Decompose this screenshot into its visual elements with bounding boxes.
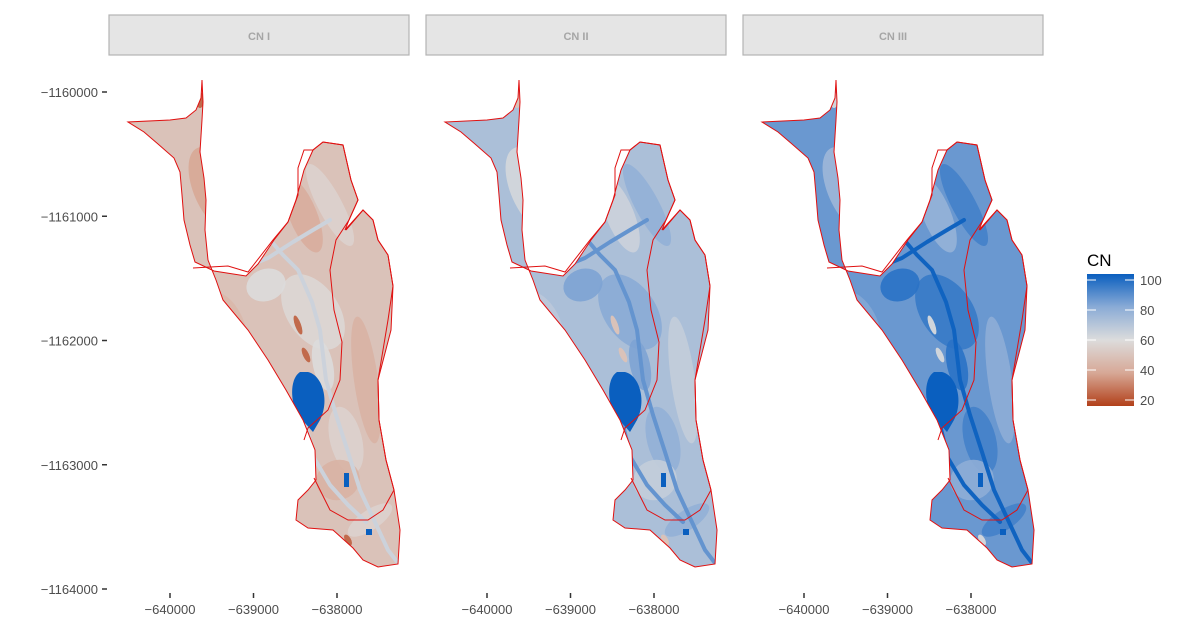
facet-strip-label: CN II: [563, 31, 588, 43]
x-tick-label: −640000: [145, 602, 196, 617]
land-cover-patch: [316, 459, 360, 501]
subcatchment-boundaries: [126, 79, 401, 568]
legend-label: 40: [1140, 363, 1154, 378]
legend-label: 60: [1140, 333, 1154, 348]
land-cover-patch: [985, 316, 1015, 444]
x-tick-label: −638000: [946, 602, 997, 617]
low-cn-spot: [661, 534, 669, 546]
land-cover-patch: [633, 459, 677, 501]
facet-strip-2: CN II: [425, 14, 727, 56]
legend-title: CN: [1087, 251, 1112, 270]
low-cn-spot: [978, 534, 986, 546]
land-cover-patch: [563, 268, 603, 302]
land-cover-patch: [880, 268, 920, 302]
y-axis: −1160000 −1161000 −1162000 −1163000 −1164000: [41, 85, 107, 597]
land-cover-patch: [305, 163, 355, 247]
pond: [1000, 529, 1006, 535]
subcatchment-boundaries: [760, 79, 1035, 568]
pond: [683, 529, 689, 535]
subcatchment-boundaries: [443, 79, 718, 568]
x-tick-label: −639000: [545, 602, 596, 617]
low-cn-spot: [610, 315, 620, 335]
land-cover-patch: [351, 316, 381, 444]
y-tick-label: −1164000: [41, 582, 98, 597]
land-cover-patch: [950, 459, 994, 501]
stream-channel: [880, 218, 966, 268]
map-panel-2: [443, 79, 718, 568]
facet-strip-1: CN I: [108, 14, 410, 56]
x-tick-label: −640000: [779, 602, 830, 617]
x-axes: −640000 −639000 −638000 −640000 −639000 −6380…: [145, 593, 997, 617]
facet-strip-label: CN III: [879, 31, 907, 43]
y-tick-label: −1160000: [41, 85, 98, 100]
land-cover-patch: [668, 316, 698, 444]
legend-label: 80: [1140, 303, 1154, 318]
low-cn-spot: [301, 347, 311, 363]
pond: [344, 473, 349, 487]
legend-ticks: 100 80 60 40 20: [1087, 273, 1162, 408]
stream-channel: [563, 218, 649, 268]
cn-legend: CN 100 80 60 40 20: [1087, 251, 1162, 408]
legend-label: 100: [1140, 273, 1162, 288]
stream-channel: [246, 218, 332, 268]
x-tick-label: −640000: [462, 602, 513, 617]
y-tick-label: −1163000: [41, 458, 98, 473]
low-cn-spot: [935, 347, 945, 363]
pond: [366, 529, 372, 535]
low-cn-spot: [293, 315, 303, 335]
facet-strip-label: CN I: [248, 31, 270, 43]
y-tick-label: −1162000: [41, 334, 98, 349]
low-cn-spot: [344, 534, 352, 546]
x-tick-label: −639000: [862, 602, 913, 617]
legend-label: 20: [1140, 393, 1154, 408]
map-panels: [126, 79, 1035, 568]
low-cn-spot: [927, 315, 937, 335]
x-tick-label: −639000: [228, 602, 279, 617]
land-cover-patch: [622, 163, 672, 247]
facet-strip-3: CN III: [742, 14, 1044, 56]
facet-strips: CN I CN II CN III: [108, 14, 1044, 56]
x-tick-label: −638000: [312, 602, 363, 617]
map-panel-1: [126, 79, 401, 568]
map-panel-3: [760, 79, 1035, 568]
x-tick-label: −638000: [629, 602, 680, 617]
land-cover-patch: [939, 163, 989, 247]
low-cn-spot: [618, 347, 628, 363]
y-tick-label: −1161000: [41, 209, 98, 224]
pond: [978, 473, 983, 487]
land-cover-patch: [246, 268, 286, 302]
pond: [661, 473, 666, 487]
